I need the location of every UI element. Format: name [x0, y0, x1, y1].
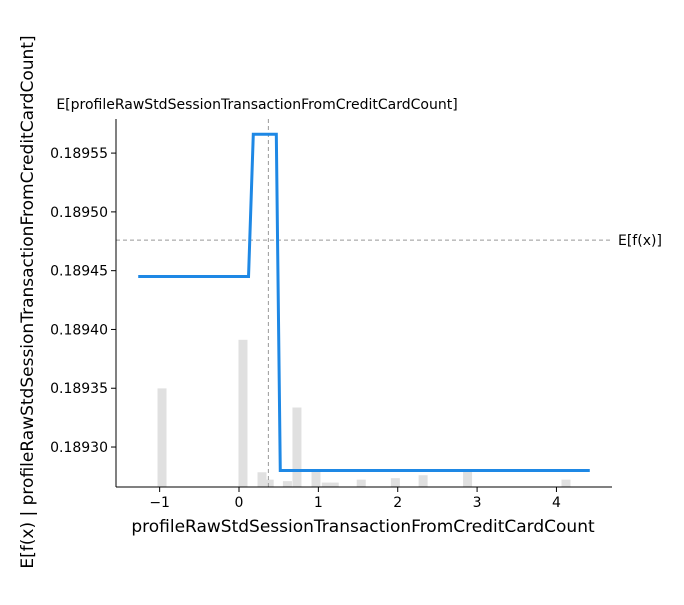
x-ticks: −1 0 1 2 3 4 — [149, 487, 561, 511]
histogram-bar — [390, 478, 400, 487]
dependence-curve — [138, 132, 590, 473]
histogram-bar — [418, 475, 428, 487]
histogram-bar — [561, 479, 571, 487]
x-tick-label: 2 — [393, 495, 402, 511]
expected-value-label: E[f(x)] — [618, 233, 662, 249]
y-tick-label: 0.18930 — [50, 440, 108, 456]
histogram-bar — [282, 481, 292, 487]
histogram-bar — [356, 479, 366, 487]
histogram-bar — [264, 479, 274, 487]
y-tick-label: 0.18940 — [50, 322, 108, 338]
x-tick-label: 3 — [473, 495, 482, 511]
x-tick-label: 4 — [552, 495, 561, 511]
histogram-bar — [257, 472, 267, 487]
histogram-bar — [157, 388, 167, 487]
y-axis-label: E[f(x) | profileRawStdSessionTransaction… — [18, 35, 38, 568]
y-tick-label: 0.18945 — [50, 264, 108, 280]
y-ticks: 0.18930 0.18935 0.18940 0.18945 0.18950 0.189… — [50, 146, 116, 456]
x-tick-label: −1 — [149, 495, 170, 511]
y-tick-label: 0.18935 — [50, 381, 108, 397]
x-axis-label: profileRawStdSessionTransactionFromCredi… — [131, 517, 595, 537]
y-tick-label: 0.18955 — [50, 146, 108, 162]
histogram-bar — [292, 407, 302, 487]
histogram-bar — [321, 482, 331, 487]
histogram-bar — [329, 482, 339, 487]
histogram-bar — [238, 339, 248, 487]
expected-feature-label: E[profileRawStdSessionTransactionFromCre… — [56, 97, 457, 113]
y-tick-label: 0.18950 — [50, 205, 108, 221]
histogram-bar — [463, 469, 473, 487]
x-tick-label: 1 — [314, 495, 323, 511]
x-tick-label: 0 — [235, 495, 244, 511]
histogram-bars — [157, 339, 571, 487]
histogram-bar — [311, 469, 321, 487]
